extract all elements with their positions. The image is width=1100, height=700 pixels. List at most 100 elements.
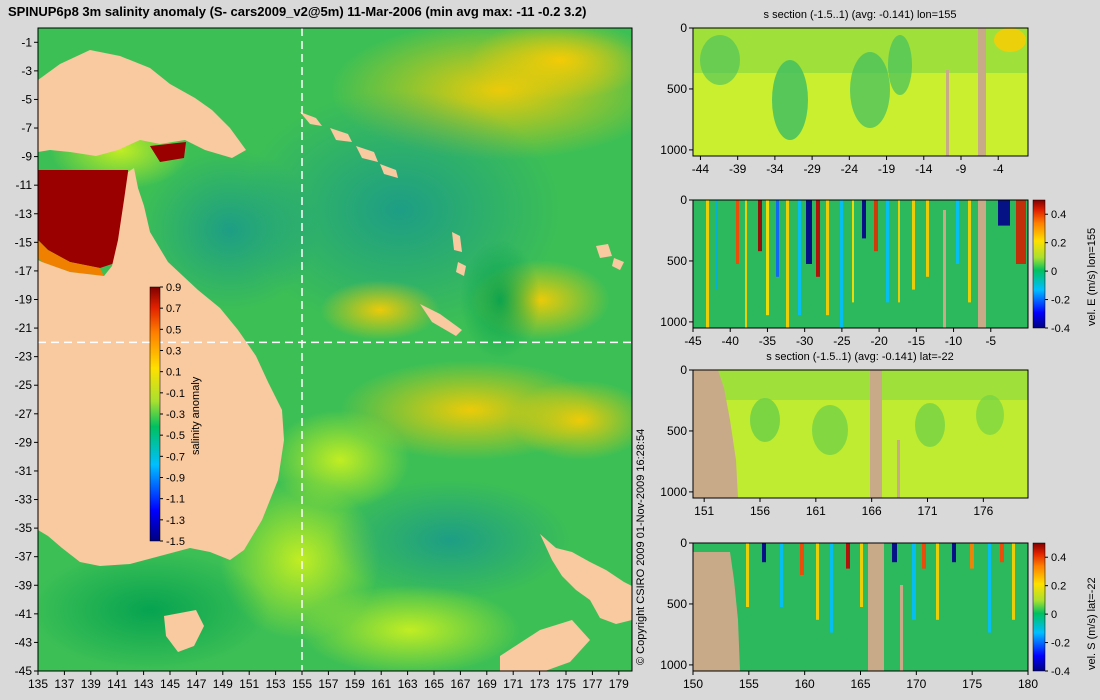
velocity-streak xyxy=(874,200,878,252)
y-tick-label: -19 xyxy=(15,292,33,306)
x-tick-label: -20 xyxy=(870,334,888,348)
colorbar-tick-label: -0.3 xyxy=(166,409,185,421)
map-x-ticks: 135 137 139 141 143 145 147 149 151 153 155 157 159 1… xyxy=(28,671,629,691)
x-tick-label: 177 xyxy=(582,677,602,691)
x-tick-label: -45 xyxy=(684,334,702,348)
x-tick-label: 141 xyxy=(107,677,127,691)
land-tasmania xyxy=(164,610,204,652)
y-tick-label: 1000 xyxy=(660,658,687,672)
texture-blob xyxy=(300,585,520,671)
section-land xyxy=(897,440,900,498)
section-lat-velocity-y-ticks: 0 500 1000 xyxy=(660,536,693,672)
velocity-streak xyxy=(800,543,804,575)
y-tick-label: -41 xyxy=(15,607,33,621)
section-land xyxy=(693,552,740,671)
x-tick-label: 153 xyxy=(266,677,286,691)
x-tick-label: 137 xyxy=(54,677,74,691)
colorbar-tick-label: -0.9 xyxy=(166,473,185,485)
salinity-colorbar-label: salinity anomaly xyxy=(190,376,202,455)
x-tick-label: 165 xyxy=(850,677,870,691)
x-tick-label: 173 xyxy=(530,677,550,691)
y-tick-label: -25 xyxy=(15,378,33,392)
x-tick-label: 165 xyxy=(424,677,444,691)
y-tick-label: -33 xyxy=(15,493,33,507)
colorbar-tick-label: -1.3 xyxy=(166,515,185,527)
velocity-streak xyxy=(762,543,766,563)
colorbar-tick-label: -0.2 xyxy=(1051,295,1070,307)
land-solomon xyxy=(330,128,352,142)
land-new-caledonia xyxy=(420,304,462,336)
x-tick-label: -10 xyxy=(945,334,963,348)
velocity-streak xyxy=(745,200,747,328)
colorbar-tick-label: -0.5 xyxy=(166,430,185,442)
velocity-streak xyxy=(926,200,929,277)
texture-blob xyxy=(460,240,540,360)
x-tick-label: 175 xyxy=(556,677,576,691)
y-tick-label: -5 xyxy=(21,92,32,106)
x-tick-label: -4 xyxy=(993,162,1004,176)
map-frame xyxy=(37,27,633,672)
gulf-anomaly xyxy=(150,142,186,162)
section-patch xyxy=(994,28,1026,52)
section-patch xyxy=(812,405,848,455)
section-frame xyxy=(692,369,1029,499)
colorbar-tick-label: 0.7 xyxy=(166,303,181,315)
velocity-streak xyxy=(706,200,709,328)
y-tick-label: -45 xyxy=(15,664,33,678)
x-tick-label: 157 xyxy=(318,677,338,691)
page-title: SPINUP6p8 3m salinity anomaly (S- cars20… xyxy=(8,4,587,19)
y-tick-label: -43 xyxy=(15,635,33,649)
x-tick-label: -19 xyxy=(878,162,896,176)
x-tick-label: 147 xyxy=(186,677,206,691)
x-tick-label: 161 xyxy=(806,504,826,518)
texture-blob xyxy=(470,28,632,100)
y-tick-label: -3 xyxy=(21,64,32,78)
section-patch xyxy=(850,52,890,128)
velocity-streak xyxy=(936,543,939,620)
section-patch xyxy=(700,35,740,85)
section-lat-velocity: 150 155 160 165 170 175 180 0 500 1000 0.4 0.2 0 -0… xyxy=(660,536,1098,691)
velocity-streak xyxy=(758,200,762,252)
section-lat-salinity-x-ticks: 151 156 161 166 171 176 xyxy=(694,498,994,518)
section-land xyxy=(946,70,949,156)
x-tick-label: 179 xyxy=(609,677,629,691)
velocity-streak xyxy=(816,543,819,620)
salinity-colorbar xyxy=(149,286,161,542)
x-tick-label: 159 xyxy=(345,677,365,691)
section-lat-salinity: s section (-1.5..1) (avg: -0.141) lat=-2… xyxy=(660,351,1029,518)
velocity-streak xyxy=(766,200,769,316)
gulf-anomaly-edge xyxy=(38,240,104,276)
velocity-streak xyxy=(806,200,812,264)
section-patch xyxy=(888,35,912,95)
section-land xyxy=(868,543,884,671)
velocity-streak xyxy=(846,543,850,569)
texture-blob xyxy=(330,480,570,600)
x-tick-label: -5 xyxy=(985,334,996,348)
y-tick-label: -15 xyxy=(15,235,33,249)
velocity-streak xyxy=(830,543,833,633)
land-solomon xyxy=(300,112,322,126)
x-tick-label: -30 xyxy=(796,334,814,348)
texture-blob xyxy=(320,280,440,340)
velocity-streak xyxy=(840,200,843,328)
x-tick-label: -24 xyxy=(841,162,859,176)
y-tick-label: -37 xyxy=(15,550,33,564)
section-patch xyxy=(772,60,808,140)
colorbar-tick-label: -0.1 xyxy=(166,388,185,400)
section-land xyxy=(693,370,738,498)
velocity-e-colorbar-ticks: 0.4 0.2 0 -0.2 -0.4 xyxy=(1045,209,1070,335)
velocity-streak xyxy=(1016,200,1026,264)
x-tick-label: -15 xyxy=(908,334,926,348)
velocity-streak xyxy=(776,200,779,277)
velocity-streak xyxy=(816,200,820,277)
x-tick-label: -25 xyxy=(833,334,851,348)
x-tick-label: 169 xyxy=(477,677,497,691)
y-tick-label: 500 xyxy=(667,597,687,611)
y-tick-label: -21 xyxy=(15,321,33,335)
x-tick-label: -34 xyxy=(766,162,784,176)
y-tick-label: 0 xyxy=(680,193,687,207)
x-tick-label: 167 xyxy=(450,677,470,691)
x-tick-label: 135 xyxy=(28,677,48,691)
x-tick-label: 155 xyxy=(739,677,759,691)
